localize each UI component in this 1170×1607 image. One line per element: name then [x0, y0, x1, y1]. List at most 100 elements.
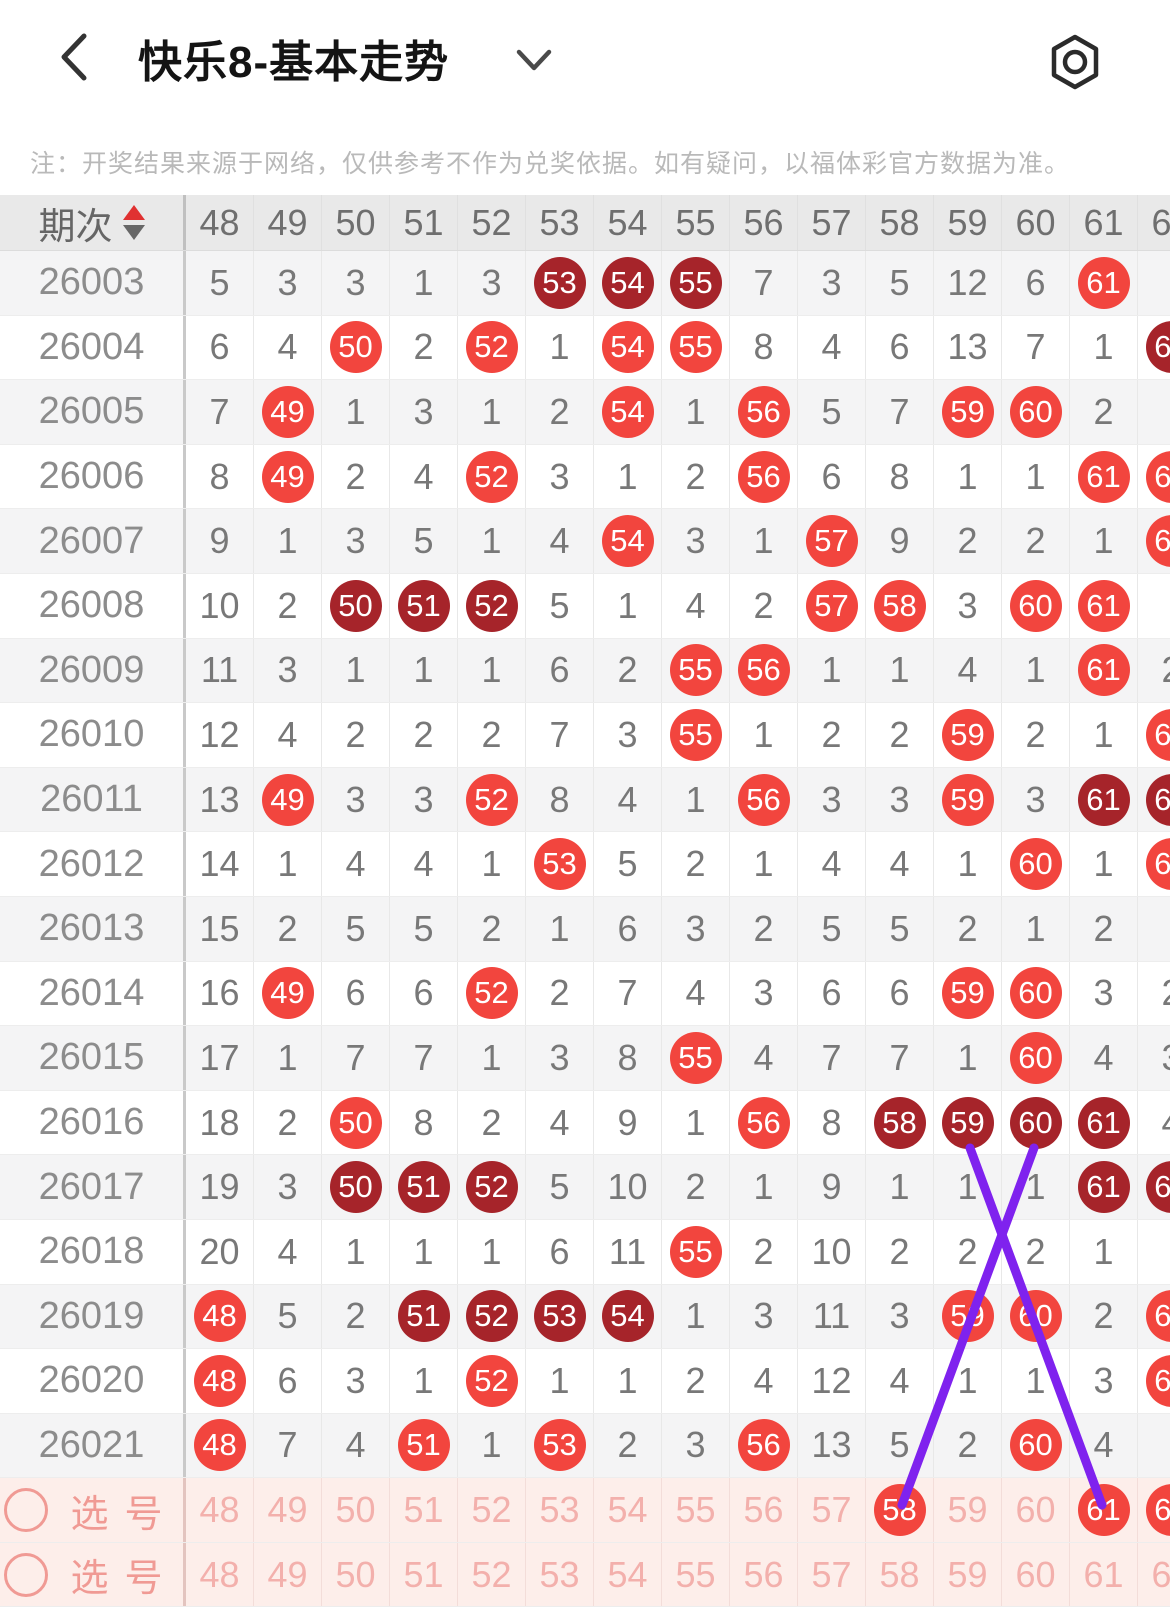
number-cell: 13 — [934, 316, 1002, 380]
drawn-number-ball: 55 — [670, 644, 722, 696]
number-cell: 2 — [322, 1285, 390, 1349]
drawn-number-repeat-ball: 59 — [942, 1097, 994, 1149]
number-cell: 2 — [1138, 962, 1170, 1026]
number-cell: 60 — [1002, 1285, 1070, 1349]
number-cell: 6 — [594, 897, 662, 961]
number-cell: 5 — [322, 897, 390, 961]
pick-number-cell[interactable]: 50 — [322, 1543, 390, 1607]
hexagon-settings-icon[interactable] — [1046, 32, 1104, 92]
number-cell: 3 — [730, 1285, 798, 1349]
number-cell: 54 — [594, 1285, 662, 1349]
sort-icon[interactable] — [123, 205, 145, 240]
period-sort-header[interactable]: 期次 — [0, 195, 186, 250]
pick-number-cell[interactable]: 51 — [390, 1478, 458, 1542]
number-cell: 6 — [254, 1349, 322, 1413]
pick-number-cell[interactable]: 52 — [458, 1478, 526, 1542]
pick-number-cell[interactable]: 56 — [730, 1478, 798, 1542]
pick-number-cell[interactable]: 57 — [798, 1543, 866, 1607]
number-cell: 59 — [934, 703, 1002, 767]
number-cell: 7 — [730, 251, 798, 315]
number-cell: 55 — [662, 316, 730, 380]
pick-toggle[interactable]: 选号 — [4, 1483, 178, 1538]
number-cell: 19 — [186, 1155, 254, 1219]
period-label: 期次 — [39, 196, 113, 250]
number-cell: 51 — [390, 1414, 458, 1478]
pick-number-cell[interactable]: 48 — [186, 1543, 254, 1607]
period-cell: 26010 — [0, 703, 186, 767]
pick-number-cell[interactable]: 57 — [798, 1478, 866, 1542]
pick-number-cell[interactable]: 56 — [730, 1543, 798, 1607]
pick-number-cell[interactable]: 59 — [934, 1478, 1002, 1542]
chevron-down-icon[interactable] — [514, 46, 554, 74]
number-cell: 52 — [458, 445, 526, 509]
number-cell: 2 — [594, 1414, 662, 1478]
number-cell: 16 — [186, 962, 254, 1026]
pick-circle-icon[interactable] — [4, 1488, 48, 1532]
pick-number-cell[interactable]: 53 — [526, 1478, 594, 1542]
pick-number-cell[interactable]: 59 — [934, 1543, 1002, 1607]
number-cell: 55 — [662, 1220, 730, 1284]
period-cell: 26017 — [0, 1155, 186, 1219]
number-cell: 2 — [594, 639, 662, 703]
pick-selected-ball[interactable]: 58 — [874, 1484, 926, 1536]
column-header: 49 — [254, 195, 322, 250]
drawn-number-repeat-ball: 54 — [602, 1290, 654, 1342]
pick-number-cell[interactable]: 51 — [390, 1543, 458, 1607]
number-cell: 62 — [1138, 509, 1170, 573]
pick-number-cell[interactable]: 60 — [1002, 1543, 1070, 1607]
pick-toggle[interactable]: 选号 — [4, 1547, 178, 1602]
pick-number-cell[interactable]: 61 — [1070, 1478, 1138, 1542]
number-cell: 1 — [254, 1026, 322, 1090]
number-cell: 2 — [730, 897, 798, 961]
drawn-number-ball: 62 — [1146, 1355, 1170, 1407]
pick-label-text: 选号 — [70, 1483, 178, 1538]
pick-number-cell[interactable]: 50 — [322, 1478, 390, 1542]
pick-number-cell[interactable]: 49 — [254, 1543, 322, 1607]
drawn-number-ball: 60 — [1010, 580, 1062, 632]
pick-number-cell[interactable]: 54 — [594, 1543, 662, 1607]
pick-number-cell[interactable]: 53 — [526, 1543, 594, 1607]
number-cell: 1 — [322, 639, 390, 703]
number-cell: 59 — [934, 768, 1002, 832]
pick-selected-ball[interactable]: 62 — [1146, 1484, 1170, 1536]
pick-number-cell[interactable]: 48 — [186, 1478, 254, 1542]
drawn-number-ball: 59 — [942, 1290, 994, 1342]
drawn-number-ball: 58 — [874, 580, 926, 632]
number-cell: 3 — [1070, 962, 1138, 1026]
number-cell: 10 — [594, 1155, 662, 1219]
number-cell: 60 — [1002, 1091, 1070, 1155]
number-cell: 3 — [798, 251, 866, 315]
pick-number-cell[interactable]: 54 — [594, 1478, 662, 1542]
drawn-number-repeat-ball: 51 — [398, 1161, 450, 1213]
drawn-number-ball: 56 — [738, 451, 790, 503]
back-icon[interactable] — [58, 32, 88, 82]
drawn-number-ball: 59 — [942, 774, 994, 826]
drawn-number-ball: 53 — [534, 1419, 586, 1471]
pick-number-cell[interactable]: 61 — [1070, 1543, 1138, 1607]
pick-circle-icon[interactable] — [4, 1553, 48, 1597]
pick-number-cell[interactable]: 62 — [1138, 1543, 1170, 1607]
pick-number-cell[interactable]: 55 — [662, 1478, 730, 1542]
pick-number-cell[interactable]: 58 — [866, 1478, 934, 1542]
pick-selected-ball[interactable]: 61 — [1078, 1484, 1130, 1536]
number-cell: 49 — [254, 768, 322, 832]
number-cell: 8 — [730, 316, 798, 380]
number-cell: 7 — [798, 1026, 866, 1090]
number-cell: 1 — [594, 445, 662, 509]
pick-number-cell[interactable]: 60 — [1002, 1478, 1070, 1542]
number-cell: 8 — [866, 445, 934, 509]
pick-number-cell[interactable]: 62 — [1138, 1478, 1170, 1542]
number-cell: 1 — [662, 380, 730, 444]
pick-number-cell[interactable]: 58 — [866, 1543, 934, 1607]
number-cell: 2 — [798, 703, 866, 767]
drawn-number-ball: 59 — [942, 709, 994, 761]
number-cell: 3 — [730, 962, 798, 1026]
number-cell: 4 — [662, 574, 730, 638]
pick-number-cell[interactable]: 52 — [458, 1543, 526, 1607]
number-cell: 1 — [1002, 1349, 1070, 1413]
pick-number-cell[interactable]: 55 — [662, 1543, 730, 1607]
pick-number-cell[interactable]: 49 — [254, 1478, 322, 1542]
number-cell: 1 — [730, 509, 798, 573]
number-cell: 2 — [254, 1091, 322, 1155]
